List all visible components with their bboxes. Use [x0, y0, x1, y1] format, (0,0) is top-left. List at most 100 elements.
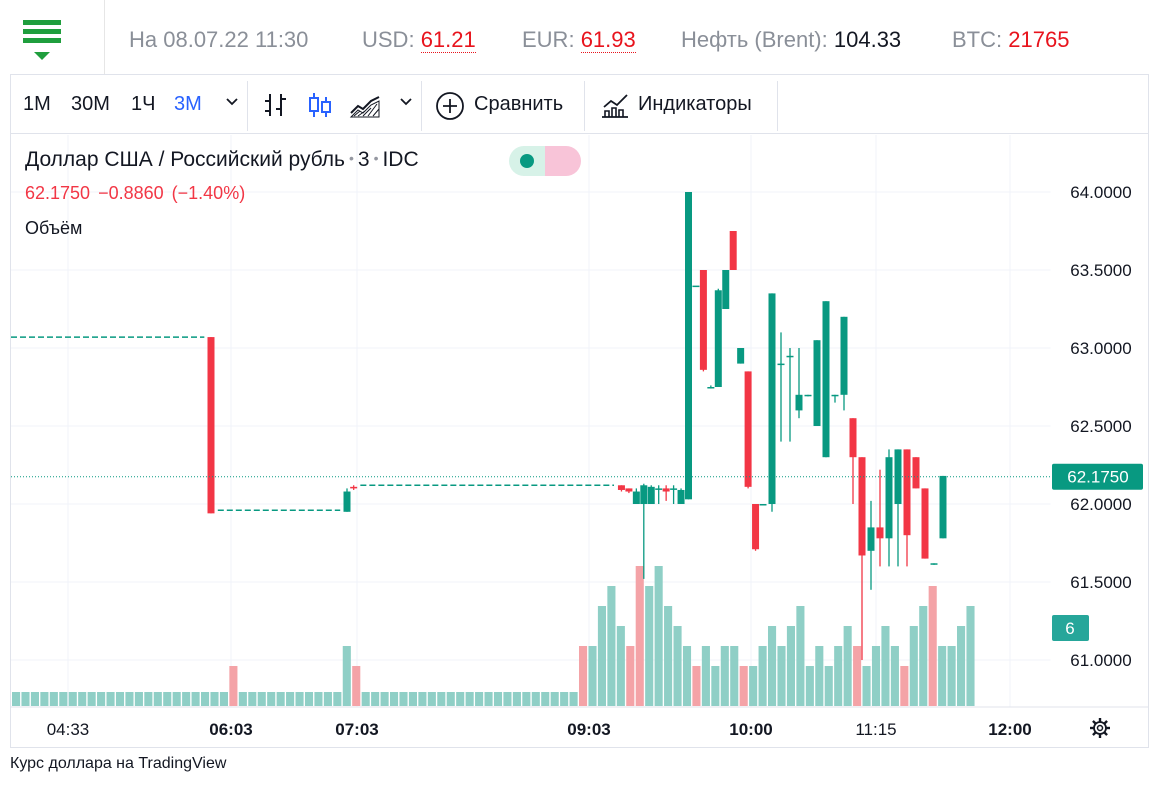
candle-body[interactable] — [831, 394, 839, 397]
volume-bar — [749, 666, 758, 706]
y-tick-label: 62.5000 — [1070, 417, 1131, 436]
candle-body[interactable] — [350, 486, 358, 489]
compare-button[interactable]: Сравнить — [474, 93, 564, 115]
candle-body[interactable] — [939, 475, 947, 539]
candle-body[interactable] — [885, 457, 893, 539]
delayed-data-segment: ≈ — [545, 146, 581, 176]
candle-body[interactable] — [343, 491, 351, 512]
candle-body[interactable] — [692, 285, 700, 288]
candle-body[interactable] — [921, 488, 929, 559]
candle-body[interactable] — [903, 449, 911, 536]
volume-bar — [475, 692, 484, 706]
candle-body[interactable] — [840, 316, 848, 395]
candle-body[interactable] — [737, 348, 745, 364]
candle-body[interactable] — [822, 301, 830, 458]
candle-body[interactable] — [685, 192, 692, 500]
volume-bar — [115, 692, 125, 706]
candle-body[interactable] — [849, 418, 857, 458]
volume-legend[interactable]: Объём — [25, 218, 83, 238]
volume-bar — [493, 692, 503, 706]
candle-body[interactable] — [876, 527, 884, 539]
volume-bar — [172, 692, 181, 706]
ticker-usd[interactable]: USD: 61.21 — [362, 27, 476, 53]
market-status-badge[interactable]: ≈ — [509, 146, 581, 176]
bars-chart-icon[interactable] — [262, 91, 290, 119]
volume-bar — [579, 646, 588, 706]
interval-1m[interactable]: 1M — [23, 93, 51, 115]
candle-body[interactable] — [786, 355, 794, 358]
candle-body[interactable] — [207, 337, 215, 514]
volume-bar — [664, 606, 673, 706]
volume-bar — [824, 666, 833, 706]
candle-body[interactable] — [640, 485, 648, 504]
candle-body[interactable] — [813, 340, 821, 426]
candle-body[interactable] — [930, 563, 938, 565]
candle-body[interactable] — [867, 527, 875, 551]
volume-bar — [87, 692, 96, 706]
candle-body[interactable] — [632, 491, 640, 504]
volume-bar — [352, 666, 361, 706]
candle-body[interactable] — [670, 488, 678, 490]
volume-bar — [144, 692, 153, 706]
candle-body[interactable] — [759, 504, 767, 506]
volume-bar — [597, 606, 606, 706]
area-chart-icon[interactable] — [349, 91, 381, 119]
candle-body[interactable] — [699, 270, 707, 370]
volume-bar — [834, 646, 843, 706]
volume-bar — [645, 586, 654, 706]
volume-bar — [730, 646, 739, 706]
price-change-percent: (−1.40%) — [171, 183, 246, 203]
candle-body[interactable] — [804, 394, 812, 397]
toolbar-divider — [421, 81, 422, 131]
candle-body[interactable] — [655, 488, 663, 490]
volume-bar — [342, 646, 351, 706]
volume-bar — [238, 692, 247, 706]
usd-value[interactable]: 61.21 — [420, 27, 476, 53]
x-tick-label: 10:00 — [729, 720, 772, 739]
price-chart[interactable]: 64.0000 63.5000 63.0000 62.5000 62.0000 61.50… — [11, 135, 1148, 747]
interval-30m[interactable]: 30M — [71, 93, 110, 115]
interval-1h[interactable]: 1Ч — [131, 93, 156, 115]
candle-body[interactable] — [777, 363, 785, 366]
candle-body[interactable] — [722, 270, 730, 309]
chart-type-chevron-down-icon[interactable] — [399, 95, 413, 109]
candles-chart-icon[interactable] — [307, 91, 333, 119]
settings-gear-icon[interactable] — [1090, 718, 1110, 738]
candle-body[interactable] — [662, 488, 670, 492]
volume-bar — [78, 692, 87, 706]
volume-bar — [862, 666, 871, 706]
usd-label: USD: — [362, 27, 415, 52]
candle-body[interactable] — [894, 449, 902, 504]
candle-body[interactable] — [912, 457, 920, 489]
volume-bar — [408, 692, 417, 706]
ticker-eur[interactable]: EUR: 61.93 — [522, 27, 636, 53]
candle-body[interactable] — [795, 394, 803, 411]
candle-body[interactable] — [768, 293, 776, 504]
chart-caption[interactable]: Курс доллара на TradingView — [10, 755, 227, 772]
interval-3m[interactable]: 3M — [174, 93, 202, 115]
candle-body[interactable] — [858, 457, 866, 556]
y-tick-label: 64.0000 — [1070, 183, 1131, 202]
volume-bar — [947, 646, 956, 706]
indicators-button[interactable]: Индикаторы — [638, 93, 752, 115]
volume-bar — [682, 646, 692, 706]
eur-value[interactable]: 61.93 — [580, 27, 636, 53]
volume-bar — [97, 692, 106, 706]
candle-body[interactable] — [729, 231, 737, 270]
candle-body[interactable] — [625, 488, 633, 492]
candle-body[interactable] — [647, 486, 655, 504]
volume-bar — [276, 692, 285, 706]
candle-body[interactable] — [714, 290, 722, 387]
candle-body[interactable] — [744, 371, 752, 487]
candle-body[interactable] — [752, 504, 760, 550]
menu-button[interactable] — [7, 0, 105, 74]
candle-body[interactable] — [677, 489, 685, 504]
interval-chevron-down-icon[interactable] — [225, 95, 239, 109]
candle-body[interactable] — [707, 387, 715, 389]
volume-label: 6 — [1065, 619, 1074, 638]
indicators-icon[interactable] — [600, 91, 630, 121]
candle-body[interactable] — [617, 485, 625, 490]
volume-label-bg — [1052, 615, 1089, 641]
plus-circle-icon[interactable] — [435, 91, 465, 121]
x-tick-label: 04:33 — [47, 720, 90, 739]
